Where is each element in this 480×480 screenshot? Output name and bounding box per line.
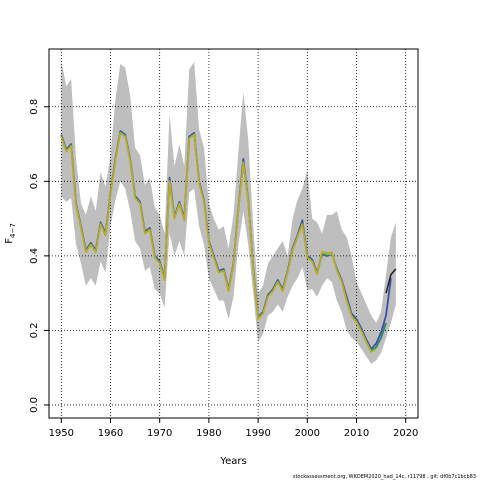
x-tick-label: 1960 (98, 428, 123, 439)
x-tick-label: 1990 (245, 428, 270, 439)
confidence-band-layer (61, 60, 396, 364)
y-tick-label: 0.4 (29, 248, 40, 264)
x-tick-label: 1970 (147, 428, 172, 439)
plot-area-border (48, 48, 419, 419)
x-tick-label: 1980 (196, 428, 221, 439)
y-tick-label: 0.6 (29, 173, 40, 189)
series-line (385, 268, 397, 294)
y-axis-title-subscript: 4−7 (9, 223, 17, 238)
y-tick-label: 0.8 (29, 99, 40, 115)
y-tick-label: 0.0 (29, 397, 40, 413)
y-tick-label: 0.2 (29, 322, 40, 338)
x-tick-label: 2020 (393, 428, 418, 439)
confidence-band (61, 60, 396, 364)
x-tick-label: 2010 (344, 428, 369, 439)
x-axis-title: Years (219, 456, 246, 467)
y-axis: 0.0 0.2 0.4 0.6 0.8 (29, 99, 49, 413)
series-layer (60, 130, 397, 353)
source-footnote: stockassessment.org, WKDEM2020_had_14c, … (293, 474, 476, 480)
x-tick-label: 2000 (295, 428, 320, 439)
series-line (60, 132, 372, 353)
x-tick-label: 1950 (49, 428, 74, 439)
y-axis-title-main: F (4, 238, 15, 244)
y-axis-title: F4−7 (4, 223, 17, 244)
x-axis: 1950 1960 1970 1980 1990 2000 2010 2020 (49, 418, 418, 439)
